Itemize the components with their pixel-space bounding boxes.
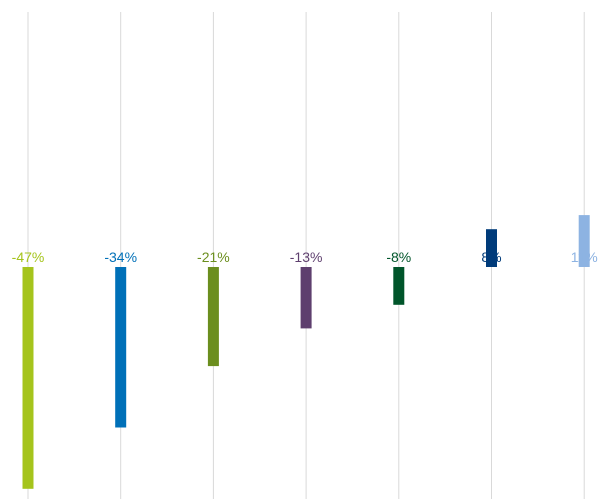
data-label: -47% [12, 249, 45, 265]
data-label: 8% [481, 249, 501, 265]
data-label: -34% [104, 249, 137, 265]
data-label: -8% [386, 249, 411, 265]
bar [115, 267, 127, 428]
bar [300, 267, 312, 329]
data-label: -13% [290, 249, 323, 265]
data-labels: -47% -34% -21% -13% -8% 8% 11% [12, 249, 598, 265]
data-label: 11% [571, 249, 598, 265]
data-label: -21% [197, 249, 230, 265]
bar [578, 215, 590, 267]
bar [393, 267, 405, 305]
bar [207, 267, 219, 367]
bar [486, 229, 497, 267]
bar [22, 267, 34, 489]
bars [22, 215, 590, 489]
